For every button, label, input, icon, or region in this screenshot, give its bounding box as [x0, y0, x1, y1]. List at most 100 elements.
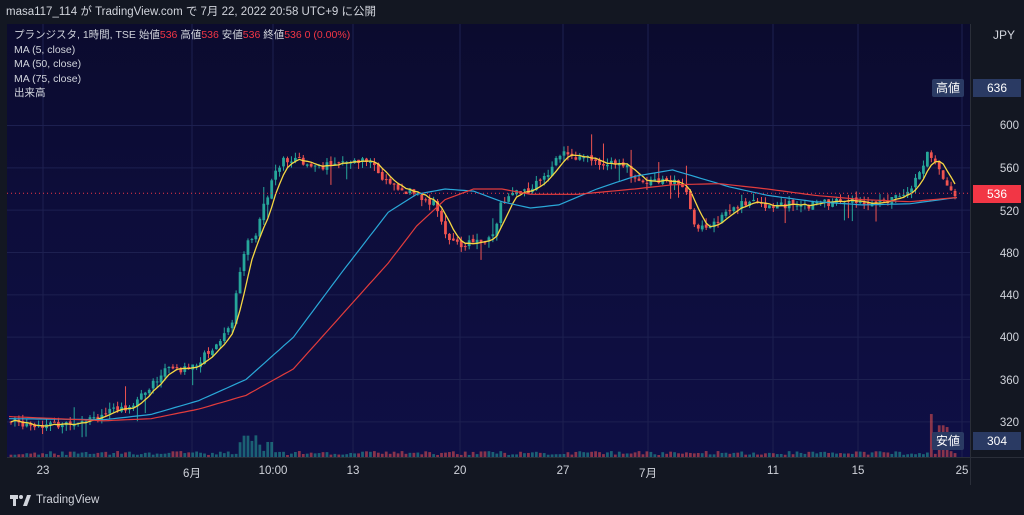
- candle-body: [234, 293, 238, 324]
- candle-body: [321, 166, 325, 170]
- volume-bar: [503, 452, 507, 457]
- volume-bar: [361, 451, 364, 457]
- candle-body: [60, 425, 64, 428]
- candle-body: [807, 205, 811, 209]
- price-chart-svg[interactable]: [7, 24, 970, 457]
- candle-body: [21, 421, 25, 427]
- volume-bar: [661, 452, 665, 457]
- candle-body: [728, 210, 732, 212]
- volume-bar: [906, 454, 910, 457]
- volume-bar: [471, 451, 475, 457]
- volume-bar: [609, 451, 613, 457]
- candle-body: [250, 239, 254, 241]
- price-axis[interactable]: JPY 600 560 520 480 440 400 360 320 636 …: [970, 24, 1024, 457]
- price-tick-560: 560: [999, 163, 1019, 175]
- candle-body: [542, 175, 546, 180]
- axis-corner[interactable]: [970, 457, 1024, 486]
- volume-bar: [677, 453, 680, 457]
- candle-body: [203, 352, 206, 365]
- candle-body: [159, 375, 163, 383]
- candle-body: [444, 221, 447, 235]
- candle-body: [692, 209, 696, 225]
- volume-bar: [396, 453, 400, 457]
- publish-info: masa117_114 が TradingView.com で 7月 22, 2…: [6, 6, 376, 18]
- candle-body: [609, 160, 613, 164]
- chart-pane[interactable]: [7, 24, 970, 457]
- candle-body: [511, 192, 515, 196]
- legend-ma50[interactable]: MA (50, close): [14, 58, 82, 70]
- volume-bar: [803, 453, 807, 457]
- candle-body: [669, 180, 673, 185]
- candle-body: [432, 200, 436, 206]
- volume-bar: [673, 452, 676, 457]
- candle-body: [116, 406, 120, 411]
- legend-volume[interactable]: 出来高: [14, 87, 46, 99]
- volume-bar: [305, 453, 309, 457]
- candle-body: [238, 271, 242, 294]
- volume-bar: [570, 454, 574, 457]
- volume-bar: [214, 454, 218, 457]
- volume-bar: [744, 454, 748, 457]
- candle-body: [594, 159, 597, 161]
- candle-body: [799, 205, 803, 207]
- candle-body: [914, 177, 917, 188]
- volume-bar: [72, 451, 76, 457]
- candle-body: [649, 179, 653, 186]
- candle-body: [748, 201, 752, 206]
- volume-bar: [736, 452, 740, 457]
- volume-bar: [890, 453, 894, 457]
- volume-bar: [135, 454, 139, 457]
- price-tick-600: 600: [999, 120, 1019, 132]
- volume-bar: [507, 454, 511, 457]
- volume-bar: [211, 452, 214, 457]
- volume-bar: [929, 414, 933, 457]
- volume-bar: [282, 451, 285, 457]
- candle-body: [507, 196, 511, 202]
- volume-bar: [372, 451, 376, 457]
- volume-bar: [613, 454, 617, 457]
- volume-bar: [317, 453, 321, 457]
- volume-bar: [914, 454, 917, 457]
- volume-bar: [760, 454, 763, 457]
- volume-bar: [712, 454, 716, 457]
- candle-body: [752, 199, 755, 202]
- volume-bar: [337, 454, 341, 457]
- candle-body: [633, 177, 637, 179]
- candle-body: [479, 239, 483, 243]
- candle-body: [80, 421, 84, 424]
- volume-bar: [546, 454, 550, 457]
- candle-body: [831, 201, 834, 207]
- candle-body: [657, 178, 661, 183]
- price-tick-400: 400: [999, 332, 1019, 344]
- tradingview-logo[interactable]: TradingView: [10, 485, 99, 515]
- volume-bar: [357, 453, 360, 457]
- volume-bar: [602, 454, 605, 457]
- candle-body: [420, 194, 424, 201]
- volume-bar: [301, 453, 305, 457]
- volume-bar: [88, 453, 92, 457]
- volume-bar: [764, 453, 767, 457]
- volume-bar: [882, 452, 886, 457]
- volume-bar: [183, 453, 187, 457]
- volume-bar: [617, 451, 621, 457]
- volume-bar: [238, 442, 242, 457]
- legend-low-label: 安値: [221, 29, 243, 41]
- time-axis[interactable]: 23 6月 10:00 13 20 27 7月 11 15 25: [7, 457, 970, 486]
- volume-bar: [230, 454, 234, 457]
- candle-body: [254, 235, 258, 240]
- volume-bar: [854, 451, 858, 457]
- candle-body: [408, 188, 412, 194]
- volume-bar: [199, 452, 202, 457]
- volume-bar: [511, 454, 515, 457]
- candle-body: [898, 196, 902, 198]
- volume-bar: [815, 453, 819, 457]
- volume-bar: [700, 453, 704, 457]
- legend-ma75[interactable]: MA (75, close): [14, 72, 82, 85]
- candle-body: [937, 161, 941, 170]
- candle-body: [720, 214, 724, 223]
- publish-header: masa117_114 が TradingView.com で 7月 22, 2…: [0, 0, 1024, 24]
- legend-ma5[interactable]: MA (5, close): [14, 43, 76, 56]
- candle-body: [582, 157, 586, 159]
- legend-symbol[interactable]: プランジスタ, 1時間, TSE: [14, 29, 136, 41]
- volume-bar: [380, 453, 384, 457]
